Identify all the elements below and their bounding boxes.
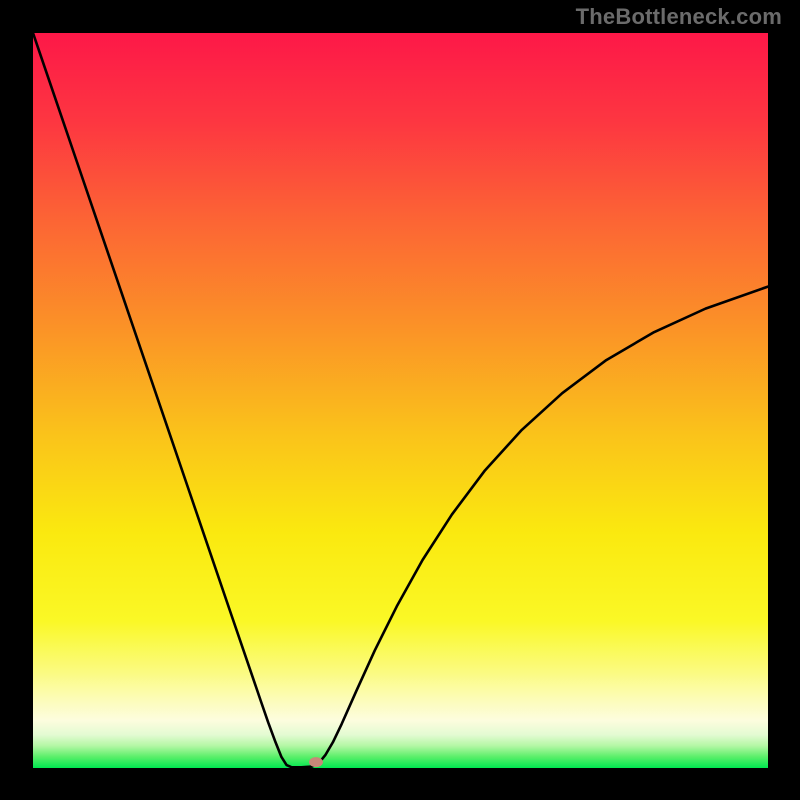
gradient-background — [33, 33, 768, 768]
plot-area — [33, 33, 768, 768]
chart-frame: TheBottleneck.com — [0, 0, 800, 800]
watermark-text: TheBottleneck.com — [576, 4, 782, 30]
chart-svg — [33, 33, 768, 768]
optimum-marker — [309, 757, 323, 767]
